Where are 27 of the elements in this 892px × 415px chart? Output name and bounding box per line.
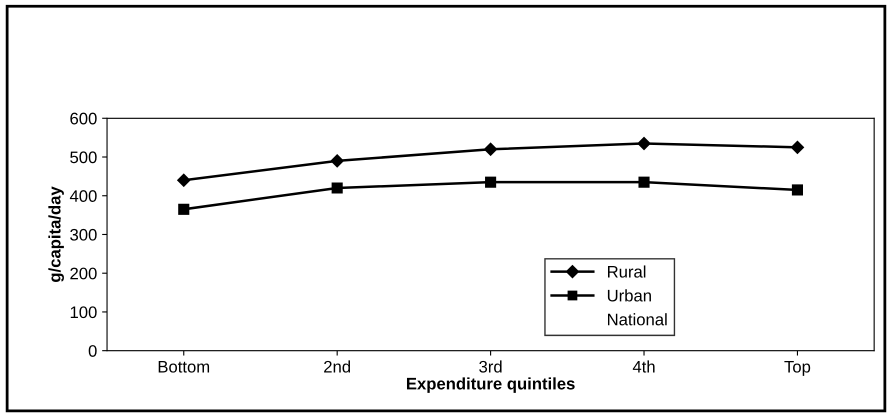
- x-tick-label: 3rd: [479, 360, 502, 373]
- x-tick-label: Top: [784, 361, 810, 376]
- x-axis-title: Expenditure quintiles: [406, 377, 575, 393]
- y-tick-label: 300: [70, 228, 97, 241]
- point: [178, 204, 190, 215]
- legend-label: Rural: [608, 265, 646, 278]
- point: [638, 176, 650, 188]
- point: [332, 182, 343, 194]
- y-tick-label: 0: [88, 345, 97, 357]
- point: [790, 140, 804, 154]
- x-tick-label: Bottom: [158, 361, 210, 373]
- point: [484, 142, 498, 156]
- y-axis-title: g/capita/day: [48, 186, 64, 282]
- y-tick-label: 400: [70, 190, 97, 202]
- point: [177, 174, 190, 187]
- point: [792, 184, 804, 196]
- point: [330, 154, 344, 168]
- y-tick-label: 100: [70, 306, 97, 318]
- text: National: [608, 313, 667, 326]
- y-tick-label: 500: [70, 151, 97, 164]
- legend-label: Urban: [608, 289, 651, 302]
- x-tick-label: 4th: [632, 360, 655, 373]
- point: [485, 176, 496, 188]
- point: [637, 136, 651, 150]
- y-tick-label: 600: [70, 112, 97, 124]
- x-tick-label: 2nd: [324, 360, 350, 373]
- y-tick-label: 200: [70, 268, 97, 280]
